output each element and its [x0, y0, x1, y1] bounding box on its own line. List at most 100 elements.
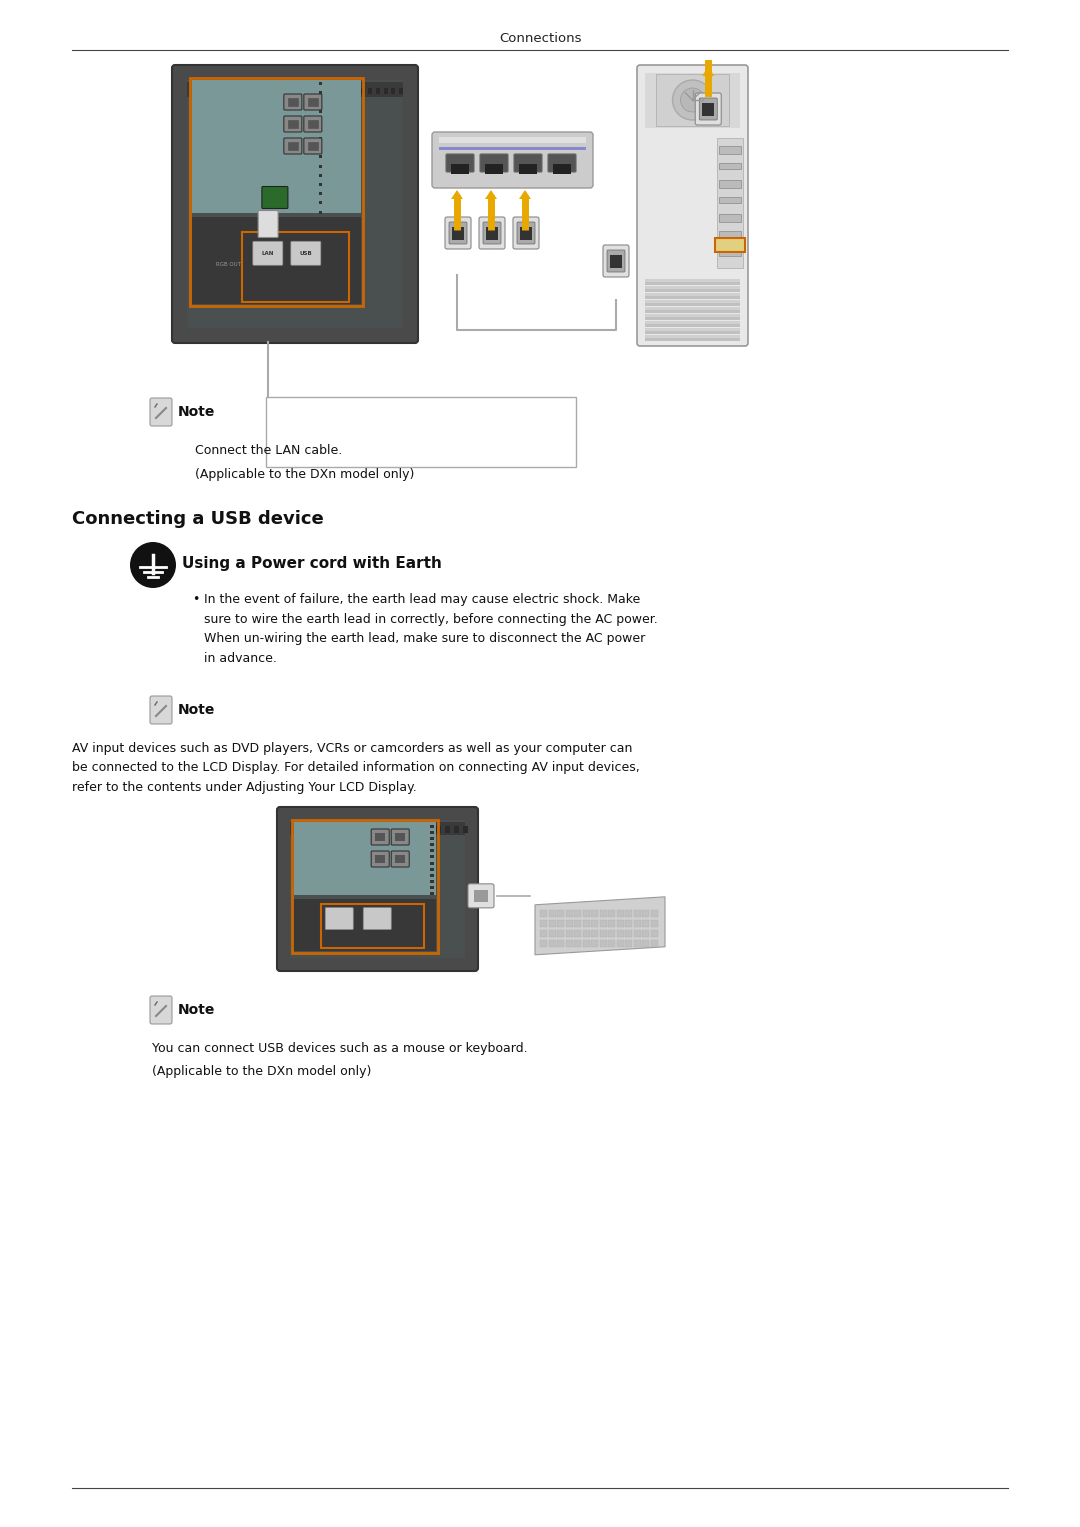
Bar — [642, 919, 649, 927]
FancyBboxPatch shape — [603, 244, 629, 276]
Bar — [645, 337, 740, 341]
FancyBboxPatch shape — [172, 66, 418, 344]
Bar — [346, 826, 351, 834]
Bar — [275, 89, 280, 95]
FancyBboxPatch shape — [517, 221, 535, 244]
Bar — [617, 930, 623, 936]
FancyBboxPatch shape — [284, 137, 301, 154]
Bar — [617, 910, 623, 916]
Bar — [540, 930, 546, 936]
Bar — [719, 163, 741, 169]
Bar — [591, 919, 598, 927]
Bar — [582, 939, 590, 947]
Bar — [599, 939, 607, 947]
Bar — [328, 826, 333, 834]
Bar — [557, 910, 564, 916]
FancyBboxPatch shape — [513, 217, 539, 249]
Bar — [717, 137, 743, 269]
Bar — [582, 919, 590, 927]
FancyBboxPatch shape — [391, 851, 409, 867]
FancyBboxPatch shape — [253, 241, 283, 266]
Bar — [361, 89, 364, 95]
Bar — [319, 202, 322, 205]
Bar — [253, 89, 257, 95]
Bar — [549, 939, 555, 947]
Text: •: • — [192, 592, 200, 606]
Bar — [395, 834, 405, 841]
Bar — [642, 910, 649, 916]
Bar — [355, 826, 360, 834]
Bar — [573, 919, 581, 927]
Text: (Applicable to the DXn model only): (Applicable to the DXn model only) — [152, 1064, 372, 1078]
Bar — [438, 147, 586, 150]
Bar — [566, 910, 572, 916]
Bar — [645, 328, 740, 331]
Bar — [299, 89, 302, 95]
Bar — [214, 89, 218, 95]
Bar — [634, 910, 640, 916]
Bar — [291, 822, 465, 835]
FancyBboxPatch shape — [372, 829, 389, 844]
Bar — [608, 930, 615, 936]
Bar — [319, 826, 324, 834]
FancyBboxPatch shape — [261, 186, 288, 209]
Bar — [230, 89, 233, 95]
Bar — [451, 163, 469, 174]
Bar — [373, 826, 378, 834]
Bar — [364, 826, 369, 834]
FancyBboxPatch shape — [514, 154, 542, 173]
Bar — [573, 939, 581, 947]
Bar — [307, 89, 311, 95]
Bar — [566, 939, 572, 947]
Polygon shape — [535, 896, 665, 954]
Bar — [634, 930, 640, 936]
Bar — [645, 282, 740, 286]
Bar — [645, 302, 740, 305]
Bar — [645, 293, 740, 296]
FancyBboxPatch shape — [150, 399, 172, 426]
Bar — [608, 939, 615, 947]
Bar — [430, 855, 434, 858]
Bar — [260, 89, 265, 95]
FancyBboxPatch shape — [548, 154, 576, 173]
Bar — [485, 163, 503, 174]
Bar — [582, 930, 590, 936]
Bar — [430, 849, 434, 852]
Bar — [617, 919, 623, 927]
FancyBboxPatch shape — [284, 95, 301, 110]
Bar — [308, 121, 318, 128]
Text: In the event of failure, the earth lead may cause electric shock. Make
sure to w: In the event of failure, the earth lead … — [204, 592, 658, 664]
Text: USB: USB — [299, 250, 312, 255]
Bar — [291, 820, 465, 957]
Bar — [206, 89, 211, 95]
FancyBboxPatch shape — [696, 93, 721, 125]
Bar — [549, 910, 555, 916]
Bar — [346, 89, 349, 95]
FancyBboxPatch shape — [303, 116, 322, 131]
FancyBboxPatch shape — [699, 98, 717, 121]
Text: Note: Note — [178, 1003, 215, 1017]
FancyBboxPatch shape — [303, 137, 322, 154]
Bar — [409, 826, 414, 834]
Bar — [645, 289, 740, 292]
Bar — [625, 939, 632, 947]
Text: LAN: LAN — [261, 250, 274, 255]
Bar — [650, 910, 658, 916]
FancyBboxPatch shape — [480, 154, 508, 173]
Bar — [192, 79, 361, 212]
Bar — [645, 318, 740, 321]
Bar — [245, 89, 248, 95]
Bar — [566, 930, 572, 936]
Bar — [319, 92, 322, 95]
Bar — [650, 919, 658, 927]
Bar — [617, 939, 623, 947]
Bar — [519, 228, 532, 240]
Bar — [292, 89, 295, 95]
Bar — [266, 397, 576, 467]
Bar — [599, 910, 607, 916]
FancyBboxPatch shape — [291, 241, 321, 266]
Bar — [319, 147, 322, 150]
FancyBboxPatch shape — [432, 131, 593, 188]
Bar — [642, 930, 649, 936]
Bar — [557, 939, 564, 947]
